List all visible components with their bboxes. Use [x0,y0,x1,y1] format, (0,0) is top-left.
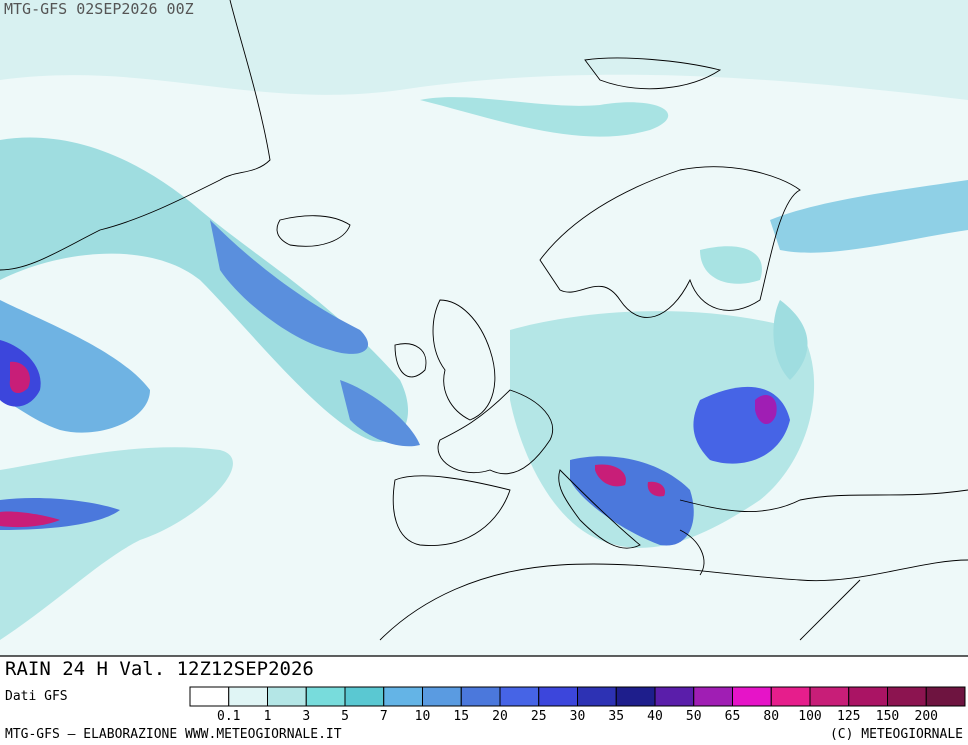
legend-swatch [615,686,656,707]
legend-swatch [383,686,423,707]
legend-label: 10 [415,709,431,724]
legend-label: 30 [570,709,586,724]
legend-label: 125 [837,709,860,724]
legend-swatch [499,686,540,707]
legend-label: 15 [453,709,469,724]
legend-label: 5 [341,709,349,724]
legend-swatch [189,686,230,707]
map: MTG-GFS 02SEP2026 00Z [0,0,968,656]
legend-label: 200 [915,709,938,724]
color-legend: 0.1 1 3 5 7 10 15 20 25 30 35 40 50 65 80 100 125 150 200 [189,686,966,724]
legend-swatch [460,686,501,707]
footer-left: MTG-GFS — ELABORAZIONE WWW.METEOGIORNALE… [5,727,342,742]
caption: RAIN 24 H Val. 12Z12SEP2026 [5,658,314,680]
legend-label: 40 [647,709,663,724]
legend-label: 3 [302,709,310,724]
legend-swatch [422,686,462,707]
legend-label: 35 [608,709,624,724]
source: Dati GFS [5,689,68,704]
footer-right: (C) METEOGIORNALE [830,727,963,742]
legend-label: 25 [531,709,547,724]
legend-swatch [228,686,268,707]
legend-swatch [538,686,578,707]
legend-swatch [344,686,385,707]
header-title: MTG-GFS 02SEP2026 00Z [4,0,194,18]
legend-swatch [887,686,927,707]
legend-swatch [770,686,811,707]
legend-swatch [305,686,346,707]
legend-swatch [267,686,307,707]
map-background [0,0,968,656]
legend-label: 100 [798,709,821,724]
legend-label: 50 [686,709,702,724]
legend-swatch [809,686,850,707]
legend-label: 1 [264,709,272,724]
legend-label: 65 [725,709,741,724]
legend-swatch [577,686,617,707]
legend-label: 7 [380,709,388,724]
legend-swatch [732,686,772,707]
legend-label: 20 [492,709,508,724]
precipitation-field [0,0,968,640]
coastlines [0,0,968,641]
legend-swatch [925,686,966,707]
legend-swatch [654,686,695,707]
legend-swatch [848,686,888,707]
legend-swatch [693,686,733,707]
legend-label: 0.1 [217,709,240,724]
legend-label: 80 [763,709,779,724]
legend-label: 150 [876,709,899,724]
